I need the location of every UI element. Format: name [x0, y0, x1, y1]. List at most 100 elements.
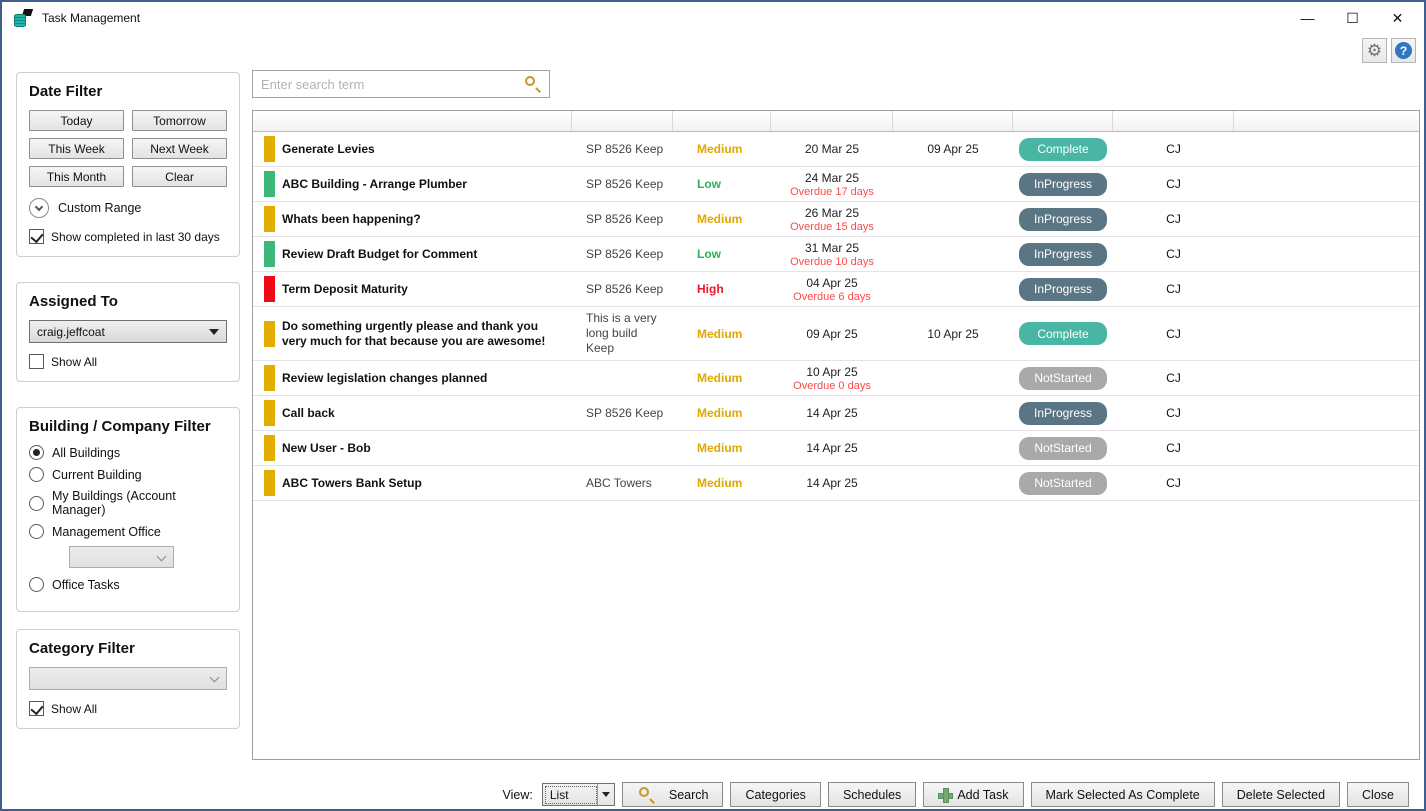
header-assigned[interactable] [1113, 111, 1234, 131]
header-priority[interactable] [673, 111, 771, 131]
status-badge[interactable]: InProgress [1019, 207, 1107, 231]
status-badge[interactable]: Complete [1019, 322, 1107, 345]
radio-icon[interactable] [29, 495, 44, 511]
priority-cell: Medium [697, 142, 743, 156]
table-row[interactable]: Generate Levies SP 8526 Keep Medium 20 M… [253, 132, 1419, 167]
management-office-dropdown[interactable] [69, 546, 174, 568]
search-icon[interactable] [523, 74, 543, 94]
due-date-cell: 20 Mar 25 [771, 139, 893, 159]
show-completed-label: Show completed in last 30 days [51, 229, 220, 244]
header-task[interactable] [253, 111, 572, 131]
due-date: 26 Mar 25 [804, 205, 860, 220]
close-window-button[interactable]: ✕ [1391, 9, 1404, 26]
help-button[interactable]: ? [1391, 38, 1416, 63]
due-date-cell: 10 Apr 25 Overdue 0 days [771, 362, 893, 395]
radio-management-office[interactable]: Management Office [29, 524, 227, 539]
status-cell: InProgress [1013, 277, 1113, 301]
mark-complete-button[interactable]: Mark Selected As Complete [1030, 782, 1215, 807]
maximize-button[interactable]: ☐ [1346, 9, 1359, 26]
status-cell: Complete [1013, 322, 1113, 345]
assigned-to-dropdown[interactable]: craig.jeffcoat [29, 320, 227, 343]
table-row[interactable]: ABC Towers Bank Setup ABC Towers Medium … [253, 466, 1419, 501]
table-row[interactable]: Do something urgently please and thank y… [253, 307, 1419, 361]
task-cell: ABC Building - Arrange Plumber [253, 167, 572, 201]
status-badge[interactable]: InProgress [1019, 401, 1107, 425]
status-badge[interactable]: InProgress [1019, 172, 1107, 196]
title-bar: Task Management — ☐ ✕ [2, 2, 1424, 34]
status-badge[interactable]: InProgress [1019, 277, 1107, 301]
radio-all-buildings[interactable]: All Buildings [29, 445, 227, 460]
table-row[interactable]: Review legislation changes planned Mediu… [253, 361, 1419, 396]
radio-label: My Buildings (Account Manager) [52, 489, 176, 517]
header-completed-date[interactable] [893, 111, 1013, 131]
due-date: 14 Apr 25 [806, 441, 858, 455]
radio-icon[interactable] [29, 524, 44, 539]
search-input[interactable] [253, 76, 523, 92]
radio-icon[interactable] [29, 467, 44, 482]
task-cell: Call back [253, 396, 572, 430]
radio-icon[interactable] [29, 577, 44, 592]
radio-icon[interactable] [29, 445, 44, 460]
next-week-button[interactable]: Next Week [132, 138, 227, 159]
category-show-all-label: Show All [51, 701, 98, 716]
table-row[interactable]: Whats been happening? SP 8526 Keep Mediu… [253, 202, 1419, 237]
assigned-to-panel: Assigned To craig.jeffcoat Show All [16, 282, 240, 382]
priority-color-bar [264, 171, 275, 197]
completed-date-cell: 10 Apr 25 [893, 324, 1013, 344]
delete-selected-button[interactable]: Delete Selected [1221, 782, 1341, 807]
completed-date-cell [893, 375, 1013, 381]
app-icon-cylinder [14, 14, 26, 27]
priority-cell: Medium [697, 406, 743, 420]
minimize-button[interactable]: — [1300, 10, 1315, 26]
dropdown-arrow-icon [596, 784, 614, 805]
add-task-button[interactable]: Add Task [923, 782, 1024, 807]
clear-button[interactable]: Clear [132, 166, 227, 187]
status-badge[interactable]: NotStarted [1019, 436, 1107, 460]
category-show-all-row[interactable]: Show All [29, 701, 227, 716]
table-row[interactable]: Call back SP 8526 Keep Medium 14 Apr 25 … [253, 396, 1419, 431]
show-completed-checkbox-row[interactable]: Show completed in last 30 days [29, 229, 227, 244]
schedules-button[interactable]: Schedules [827, 782, 917, 807]
this-week-button[interactable]: This Week [29, 138, 124, 159]
radio-office-tasks[interactable]: Office Tasks [29, 577, 227, 592]
radio-current-building[interactable]: Current Building [29, 467, 227, 482]
today-button[interactable]: Today [29, 110, 124, 131]
app-icon [14, 9, 34, 27]
status-cell: NotStarted [1013, 366, 1113, 390]
building-cell [572, 374, 673, 382]
category-dropdown[interactable] [29, 667, 227, 690]
due-date-cell: 09 Apr 25 [771, 324, 893, 344]
due-date: 04 Apr 25 [806, 275, 858, 290]
custom-range-expander[interactable]: Custom Range [29, 198, 227, 218]
assigned-show-all-label: Show All [51, 354, 98, 369]
assigned-show-all-checkbox[interactable] [29, 354, 44, 369]
header-building[interactable] [572, 111, 673, 131]
table-row[interactable]: ABC Building - Arrange Plumber SP 8526 K… [253, 167, 1419, 202]
status-badge[interactable]: InProgress [1019, 242, 1107, 266]
categories-button[interactable]: Categories [730, 782, 821, 807]
status-badge[interactable]: Complete [1019, 137, 1107, 161]
status-badge[interactable]: NotStarted [1019, 366, 1107, 390]
table-row[interactable]: Review Draft Budget for Comment SP 8526 … [253, 237, 1419, 272]
settings-button[interactable]: ⚙ [1362, 38, 1387, 63]
status-badge[interactable]: NotStarted [1019, 471, 1107, 495]
category-show-all-checkbox[interactable] [29, 701, 44, 716]
due-date-cell: 24 Mar 25 Overdue 17 days [771, 168, 893, 201]
assigned-show-all-row[interactable]: Show All [29, 354, 227, 369]
tomorrow-button[interactable]: Tomorrow [132, 110, 227, 131]
header-due-date[interactable] [771, 111, 893, 131]
search-button[interactable]: Search [621, 782, 724, 807]
table-row[interactable]: New User - Bob Medium 14 Apr 25 NotStart… [253, 431, 1419, 466]
this-month-button[interactable]: This Month [29, 166, 124, 187]
task-cell: Review Draft Budget for Comment [253, 237, 572, 271]
table-row[interactable]: Term Deposit Maturity SP 8526 Keep High … [253, 272, 1419, 307]
assigned-initials: CJ [1166, 476, 1181, 490]
priority-cell: Medium [697, 441, 743, 455]
category-filter-title: Category Filter [29, 640, 135, 657]
show-completed-checkbox[interactable] [29, 229, 44, 244]
radio-my-buildings[interactable]: My Buildings (Account Manager) [29, 489, 227, 517]
status-cell: InProgress [1013, 172, 1113, 196]
header-status[interactable] [1013, 111, 1113, 131]
view-dropdown[interactable]: List [541, 783, 615, 806]
close-button[interactable]: Close [1347, 782, 1409, 807]
